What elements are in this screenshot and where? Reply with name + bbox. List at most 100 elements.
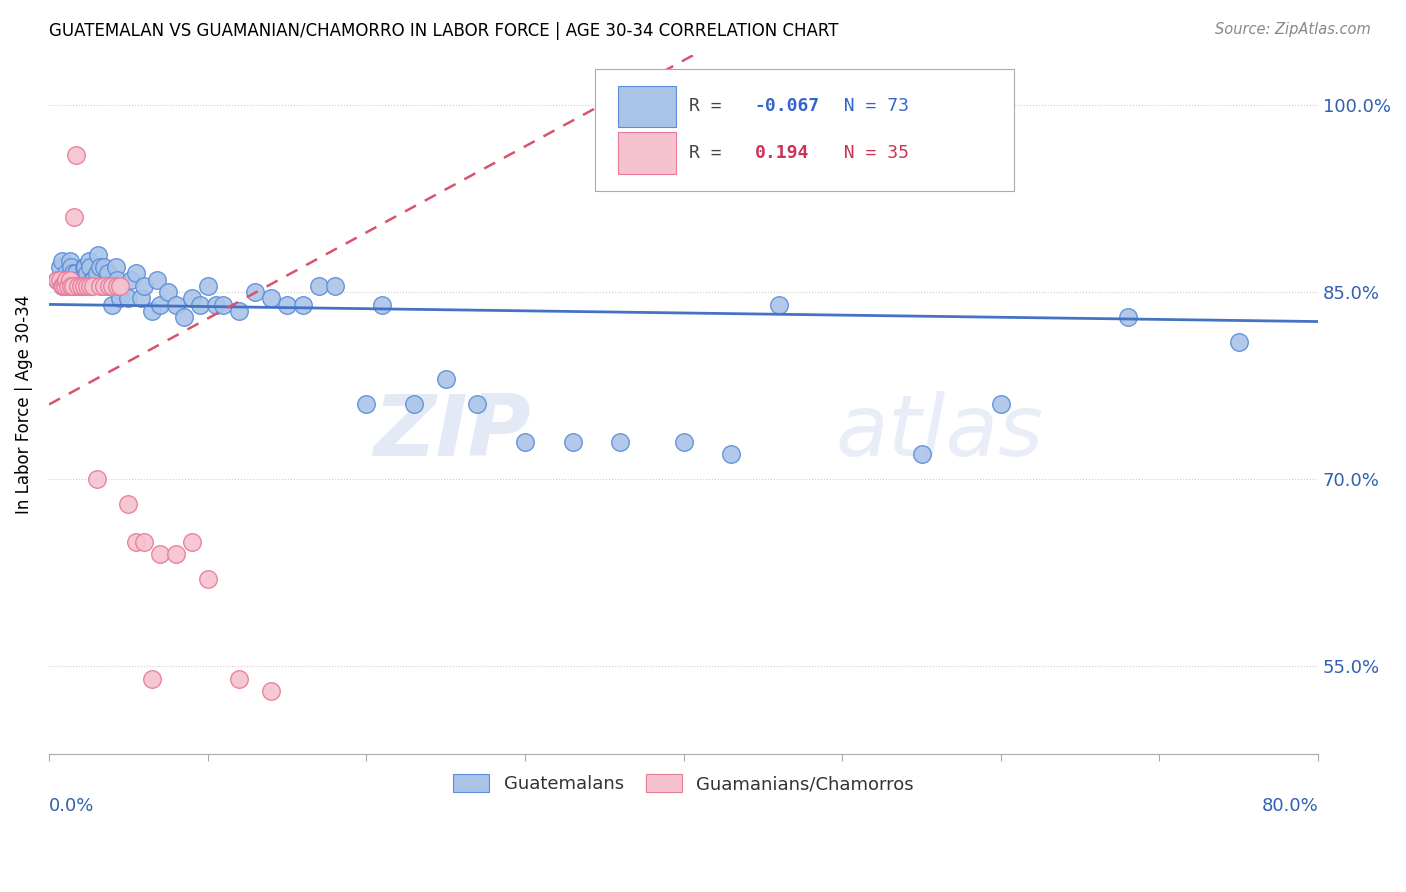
Point [371,297,394,311]
Text: GUATEMALAN VS GUAMANIAN/CHAMORRO IN LABOR FORCE | AGE 30-34 CORRELATION CHART: GUATEMALAN VS GUAMANIAN/CHAMORRO IN LABO… [49,22,839,40]
Point [76,267,98,281]
Text: -0.067: -0.067 [755,97,820,115]
Point [82,279,104,293]
Point [990,397,1012,411]
Point [402,397,425,411]
Point [58,254,80,268]
Point [180,291,202,305]
Point [720,447,742,461]
FancyBboxPatch shape [617,86,676,127]
Text: N = 35: N = 35 [823,144,908,162]
Point [66,279,89,293]
Point [356,397,378,411]
Point [173,310,195,324]
Point [86,472,108,486]
Point [97,267,120,281]
Point [323,279,346,293]
Point [276,297,298,311]
Point [197,279,219,293]
Point [86,267,108,281]
Text: ZIP: ZIP [374,391,531,474]
Point [134,279,156,293]
Point [228,303,250,318]
Point [609,434,631,449]
Text: R =: R = [689,144,742,162]
Point [73,260,96,275]
Point [65,267,87,281]
Legend: Guatemalans, Guamanians/Chamorros: Guatemalans, Guamanians/Chamorros [446,767,921,800]
Point [58,273,80,287]
Point [134,534,156,549]
Point [156,285,179,299]
Point [53,273,76,287]
Point [125,534,148,549]
Point [49,260,72,275]
Point [513,434,536,449]
Point [49,273,72,287]
Point [72,279,94,293]
Point [62,267,84,281]
Point [69,279,91,293]
Point [1227,334,1250,349]
Point [75,260,97,275]
Point [110,279,132,293]
Point [105,279,128,293]
Point [89,279,111,293]
Text: 80.0%: 80.0% [1261,797,1319,815]
Point [197,572,219,586]
Point [117,497,139,511]
Point [76,279,98,293]
Point [66,273,89,287]
Point [77,254,100,268]
Point [146,273,169,287]
Point [165,297,187,311]
Point [93,279,115,293]
Point [52,273,75,287]
Point [56,273,79,287]
Point [165,547,187,561]
Text: N = 73: N = 73 [823,97,908,115]
Point [55,267,77,281]
Point [63,279,86,293]
Point [55,273,77,287]
Point [561,434,583,449]
Y-axis label: In Labor Force | Age 30-34: In Labor Force | Age 30-34 [15,294,32,514]
Point [52,279,75,293]
Point [180,534,202,549]
Point [98,279,121,293]
Point [129,291,152,305]
Point [53,279,76,293]
Text: atlas: atlas [835,391,1043,474]
Point [93,260,115,275]
Text: Source: ZipAtlas.com: Source: ZipAtlas.com [1215,22,1371,37]
Point [1116,310,1139,324]
Point [45,273,67,287]
Point [910,447,932,461]
Point [89,260,111,275]
Point [434,372,457,386]
Point [105,273,128,287]
Point [308,279,330,293]
Point [141,303,163,318]
Point [188,297,211,311]
Point [260,684,283,698]
Point [212,297,235,311]
FancyBboxPatch shape [617,132,676,174]
Point [141,672,163,686]
Point [149,547,172,561]
Point [87,248,110,262]
FancyBboxPatch shape [595,69,1014,192]
Point [465,397,488,411]
Point [91,279,114,293]
Point [117,291,139,305]
Text: 0.194: 0.194 [755,144,808,162]
Point [56,279,79,293]
Point [245,285,267,299]
Point [768,297,790,311]
Point [69,279,91,293]
Point [672,434,695,449]
Text: R =: R = [689,97,733,115]
Point [60,260,83,275]
Point [79,260,101,275]
Point [82,273,104,287]
